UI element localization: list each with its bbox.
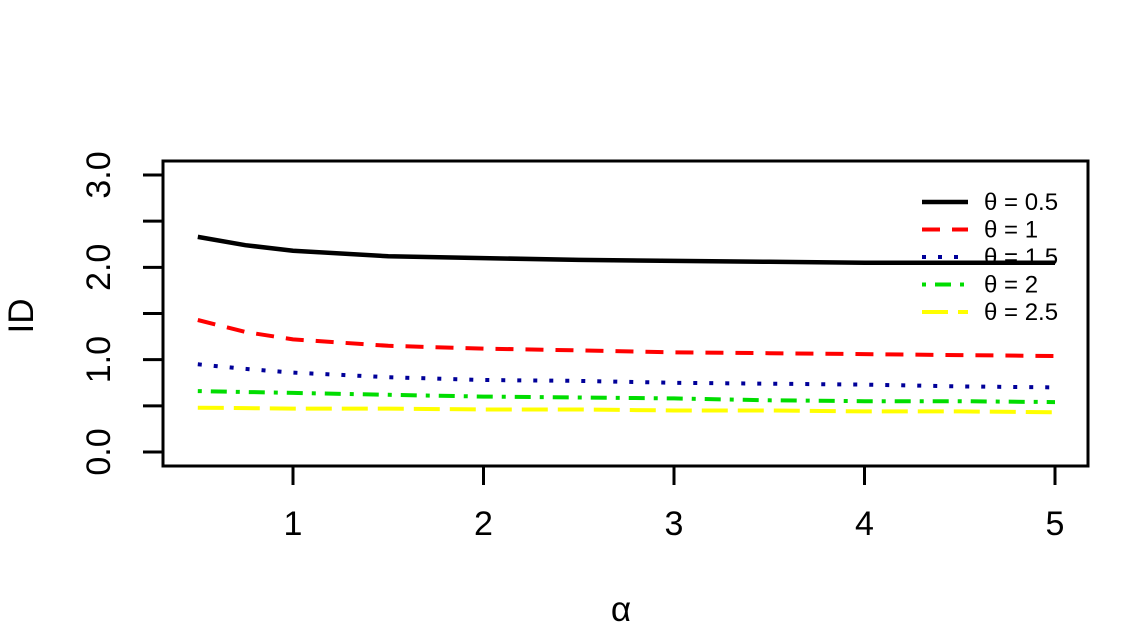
y-tick-label: 0.0: [80, 428, 118, 475]
x-tick-label: 1: [284, 505, 303, 543]
legend-entry-label: θ = 2.5: [984, 299, 1058, 326]
x-tick-label: 3: [665, 505, 684, 543]
x-tick-label: 5: [1046, 505, 1065, 543]
x-tick-label: 4: [855, 505, 874, 543]
series-line-theta-1.5: [197, 362, 1056, 390]
y-axis-title: ID: [2, 299, 41, 334]
axes-layer: 1 2 3 4 5 0.0 1.0 2.0 3.0: [80, 151, 1090, 543]
series-line-theta-2.5: [197, 405, 1056, 415]
legend: θ = 0.5θ = 1θ = 1.5θ = 2θ = 2.5: [922, 189, 1058, 326]
series-line-theta-2: [197, 389, 1056, 405]
x-tick-label: 2: [474, 505, 493, 543]
y-tick-label: 2.0: [80, 244, 118, 291]
plot-box: [161, 159, 1090, 468]
series-line-theta-1: [197, 318, 1056, 358]
y-tick-label: 1.0: [80, 336, 118, 383]
legend-entry-label: θ = 1: [984, 217, 1038, 244]
series-line-theta-0.5: [197, 234, 1055, 265]
x-axis-title: α: [611, 590, 631, 629]
legend-entry-label: θ = 2: [984, 272, 1038, 299]
legend-entry-label: θ = 1.5: [984, 244, 1058, 271]
series-layer: [197, 234, 1056, 415]
legend-entry-label: θ = 0.5: [984, 189, 1058, 216]
y-tick-label: 3.0: [80, 151, 118, 198]
